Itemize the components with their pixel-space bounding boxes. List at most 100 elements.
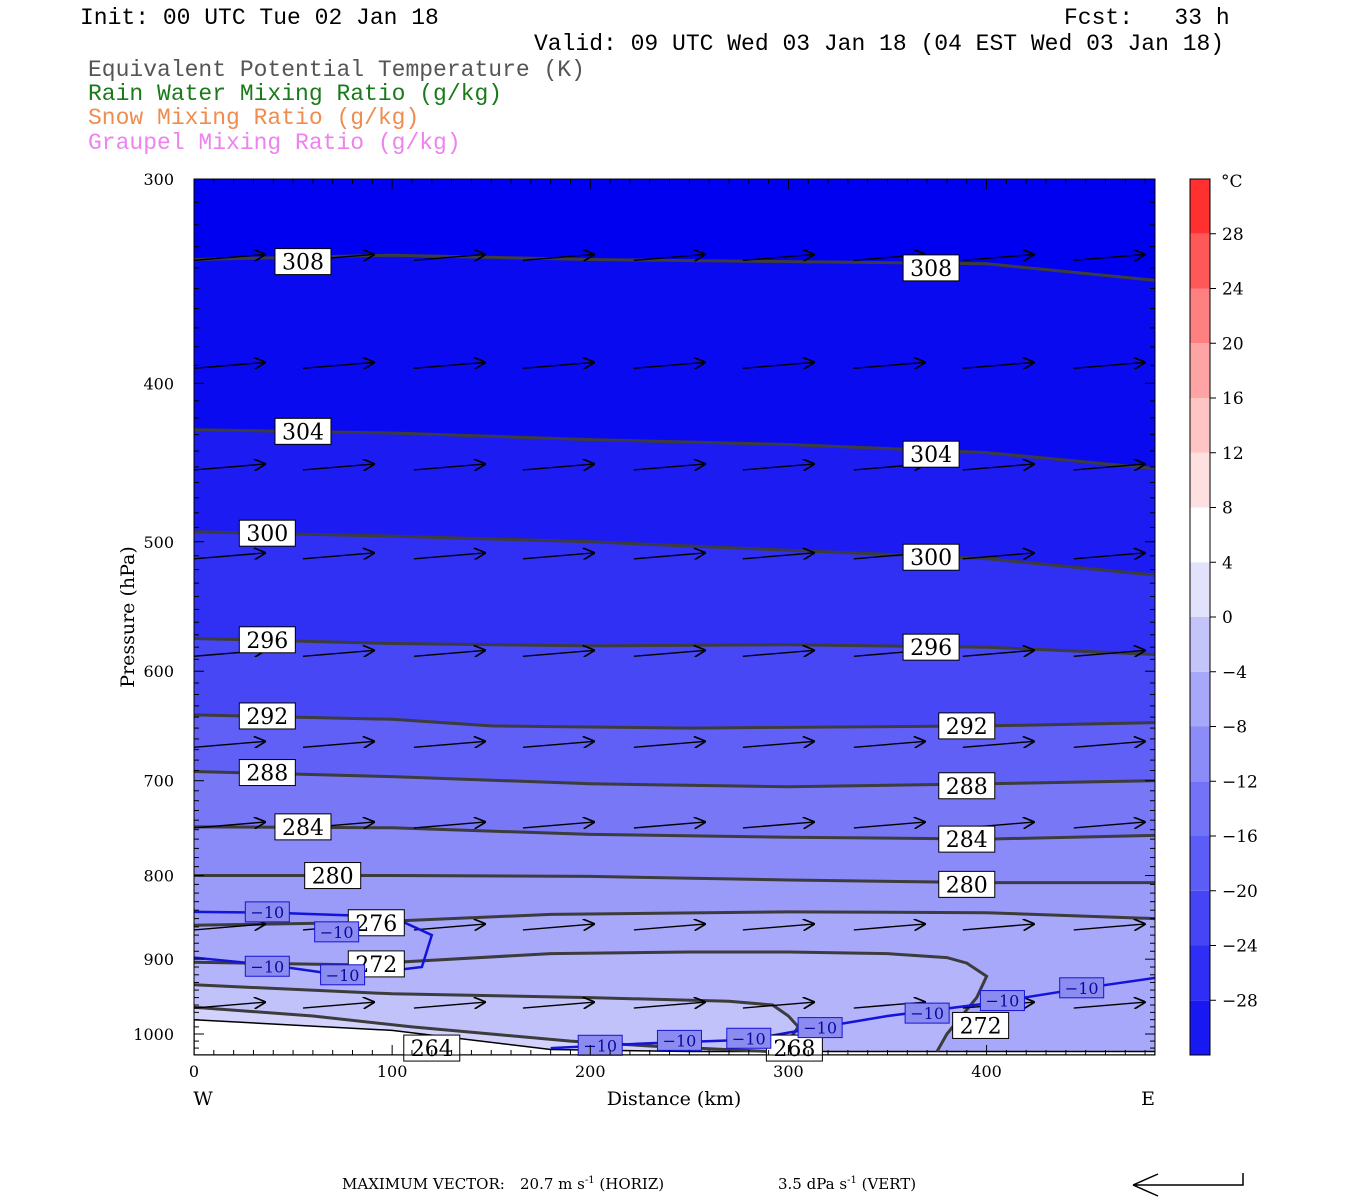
wind-vector bbox=[742, 362, 815, 368]
wind-vector bbox=[194, 362, 266, 368]
wind-vector bbox=[194, 254, 266, 260]
wind-vector bbox=[522, 254, 595, 260]
isotherm-label: −10 bbox=[583, 1036, 617, 1055]
contour-label: 300 bbox=[246, 522, 288, 547]
isotherm-label-box bbox=[797, 1017, 843, 1039]
isotherm-label: −10 bbox=[663, 1031, 697, 1050]
colorbar-segment bbox=[1190, 343, 1210, 398]
contour-label: 296 bbox=[910, 636, 952, 661]
theta-e-contour-292 bbox=[194, 713, 1155, 730]
wind-vector bbox=[633, 741, 706, 747]
theta-e-contour-272 bbox=[194, 950, 989, 1053]
plot-frame bbox=[193, 178, 1156, 1056]
colorbar-tick-label: −24 bbox=[1222, 937, 1258, 957]
wind-vector bbox=[1073, 822, 1146, 828]
wind-vector bbox=[853, 741, 926, 747]
contour-label-box bbox=[902, 543, 960, 571]
contour-label-box bbox=[938, 870, 996, 898]
contour-label: 300 bbox=[910, 546, 952, 571]
isotherm-label-box bbox=[904, 1002, 950, 1024]
isotherm-label: −10 bbox=[803, 1019, 837, 1038]
wind-vector bbox=[413, 741, 486, 747]
wind-vector bbox=[962, 650, 1035, 656]
theta-e-contour-300 bbox=[194, 530, 1155, 577]
wind-vector bbox=[194, 553, 266, 559]
colorbar-segment bbox=[1190, 288, 1210, 344]
wind-vector bbox=[742, 650, 815, 656]
wind-vector bbox=[194, 924, 266, 930]
max-vector-horizontal: 20.7 m s-1 (HORIZ) bbox=[520, 1175, 665, 1193]
colorbar-segment bbox=[1190, 726, 1210, 782]
contour-label-box bbox=[902, 254, 960, 282]
y-tick-label: 900 bbox=[143, 950, 174, 969]
contour-label: 284 bbox=[282, 816, 324, 841]
colorbar-segment bbox=[1190, 617, 1210, 672]
wind-vector bbox=[302, 553, 375, 559]
contour-label: 292 bbox=[946, 715, 988, 740]
wind-vector bbox=[302, 464, 375, 470]
colorbar-segment bbox=[1190, 781, 1210, 836]
colorbar-segment bbox=[1190, 671, 1210, 727]
contour-label: 308 bbox=[910, 257, 952, 282]
contour-label-box bbox=[938, 825, 996, 853]
contour-label-box bbox=[274, 417, 332, 445]
isotherm-label: −10 bbox=[1065, 979, 1099, 998]
legend-theta-e: Equivalent Potential Temperature (K) bbox=[88, 57, 585, 83]
init-time: Init: 00 UTC Tue 02 Jan 18 bbox=[80, 5, 439, 31]
y-tick-label: 500 bbox=[143, 533, 174, 552]
colorbar-tick-label: 0 bbox=[1222, 608, 1233, 628]
colorbar-tick-label: 28 bbox=[1222, 225, 1244, 245]
colorbar-tick-label: 24 bbox=[1222, 280, 1244, 300]
contour-label-box bbox=[274, 813, 332, 841]
wind-vector bbox=[194, 1002, 266, 1008]
y-axis-title: Pressure (hPa) bbox=[117, 546, 139, 688]
colorbar-segment bbox=[1190, 452, 1210, 508]
wind-vector bbox=[633, 254, 706, 260]
x-tick-label: 400 bbox=[971, 1062, 1002, 1081]
wind-vector bbox=[302, 650, 375, 656]
wind-vector bbox=[302, 741, 375, 747]
colorbar-segment bbox=[1190, 1000, 1210, 1055]
contour-label: 288 bbox=[246, 762, 288, 787]
x-end-label-west: W bbox=[193, 1088, 213, 1110]
valid-time: Valid: 09 UTC Wed 03 Jan 18 (04 EST Wed … bbox=[534, 31, 1225, 57]
legend-rain-water: Rain Water Mixing Ratio (g/kg) bbox=[88, 81, 503, 107]
wind-vector bbox=[413, 553, 486, 559]
y-tick-label: 400 bbox=[143, 374, 174, 393]
theta-e-contour-264 bbox=[194, 1005, 769, 1053]
wind-vector bbox=[194, 822, 266, 828]
contour-label-box bbox=[238, 702, 296, 730]
wind-vector bbox=[853, 924, 926, 930]
x-tick-label: 0 bbox=[189, 1062, 199, 1081]
wind-vector bbox=[962, 464, 1035, 470]
wind-vector bbox=[633, 924, 706, 930]
isotherm-label-box bbox=[656, 1029, 702, 1051]
colorbar-tick-label: 4 bbox=[1222, 553, 1233, 573]
isotherm-label-box bbox=[979, 990, 1025, 1012]
y-tick-label: 300 bbox=[143, 170, 174, 189]
reference-vector-arrow bbox=[1132, 1173, 1244, 1197]
wind-vector bbox=[413, 924, 486, 930]
contour-label-box bbox=[902, 633, 960, 661]
colorbar-segment bbox=[1190, 562, 1210, 617]
wind-vector bbox=[1073, 741, 1146, 747]
wind-vector bbox=[413, 822, 486, 828]
wind-vector bbox=[742, 553, 815, 559]
colorbar-tick-label: −12 bbox=[1222, 772, 1258, 792]
x-end-label-east: E bbox=[1141, 1088, 1155, 1110]
wind-vector bbox=[742, 1002, 815, 1008]
isotherm-label-box bbox=[244, 901, 290, 923]
wind-vector bbox=[742, 254, 815, 260]
wind-vector bbox=[962, 254, 1035, 260]
contour-label-box bbox=[902, 440, 960, 468]
isotherm-label-box bbox=[314, 921, 360, 943]
wind-vector bbox=[742, 741, 815, 747]
wind-vector bbox=[522, 362, 595, 368]
contour-label-box bbox=[238, 519, 296, 547]
contour-label: 276 bbox=[355, 912, 397, 937]
isotherm-label: −10 bbox=[250, 957, 284, 976]
wind-vector bbox=[1073, 1002, 1146, 1008]
wind-vector bbox=[633, 464, 706, 470]
isotherm-label: −10 bbox=[320, 923, 354, 942]
theta-e-contour-288 bbox=[194, 770, 1155, 789]
